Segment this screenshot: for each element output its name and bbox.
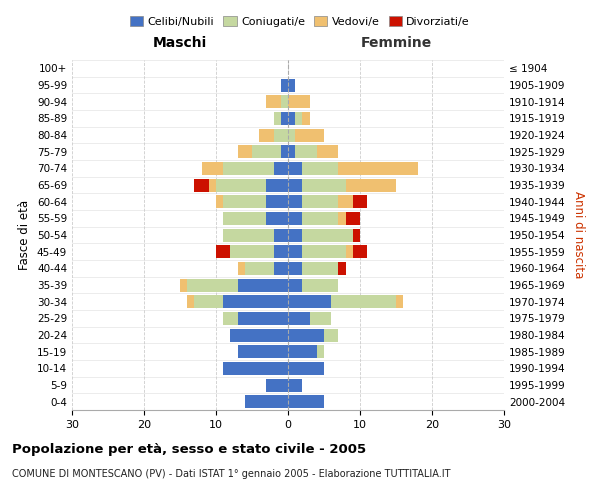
Bar — [238, 262, 245, 275]
Bar — [346, 178, 396, 192]
Bar — [180, 278, 187, 291]
Bar — [302, 178, 346, 192]
Bar — [259, 128, 274, 141]
Bar — [202, 162, 223, 175]
Bar — [288, 378, 302, 392]
Text: Popolazione per età, sesso e stato civile - 2005: Popolazione per età, sesso e stato civil… — [12, 442, 366, 456]
Bar — [274, 162, 288, 175]
Bar — [302, 262, 338, 275]
Bar — [302, 228, 353, 241]
Text: COMUNE DI MONTESCANO (PV) - Dati ISTAT 1° gennaio 2005 - Elaborazione TUTTITALIA: COMUNE DI MONTESCANO (PV) - Dati ISTAT 1… — [12, 469, 451, 479]
Bar — [338, 212, 346, 225]
Text: Femmine: Femmine — [361, 36, 431, 50]
Bar — [346, 212, 360, 225]
Bar — [353, 195, 367, 208]
Bar — [302, 162, 338, 175]
Bar — [288, 78, 295, 92]
Bar — [288, 95, 310, 108]
Bar — [302, 112, 310, 125]
Y-axis label: Anni di nascita: Anni di nascita — [572, 192, 585, 278]
Bar — [288, 278, 302, 291]
Bar — [216, 245, 230, 258]
Bar — [266, 212, 288, 225]
Bar — [187, 278, 238, 291]
Bar — [338, 195, 353, 208]
Bar — [288, 245, 302, 258]
Bar — [281, 95, 288, 108]
Bar — [288, 228, 302, 241]
Bar — [274, 228, 288, 241]
Bar — [266, 95, 281, 108]
Bar — [223, 312, 238, 325]
Bar — [338, 162, 418, 175]
Bar — [194, 178, 209, 192]
Bar — [346, 245, 353, 258]
Bar — [230, 245, 274, 258]
Bar — [230, 328, 288, 342]
Bar — [317, 345, 324, 358]
Bar — [194, 295, 223, 308]
Bar — [288, 112, 295, 125]
Legend: Celibi/Nubili, Coniugati/e, Vedovi/e, Divorziati/e: Celibi/Nubili, Coniugati/e, Vedovi/e, Di… — [127, 13, 473, 30]
Bar — [288, 312, 310, 325]
Bar — [252, 145, 281, 158]
Bar — [317, 145, 338, 158]
Bar — [266, 195, 288, 208]
Bar — [223, 362, 288, 375]
Bar — [223, 295, 288, 308]
Bar — [331, 295, 396, 308]
Bar — [295, 112, 302, 125]
Bar — [266, 178, 288, 192]
Bar — [216, 195, 223, 208]
Bar — [288, 395, 324, 408]
Bar — [288, 295, 331, 308]
Bar — [209, 178, 216, 192]
Text: Maschi: Maschi — [153, 36, 207, 50]
Bar — [302, 195, 338, 208]
Bar — [281, 78, 288, 92]
Bar — [353, 245, 367, 258]
Bar — [274, 245, 288, 258]
Bar — [396, 295, 403, 308]
Bar — [288, 362, 324, 375]
Bar — [310, 312, 331, 325]
Bar — [245, 262, 274, 275]
Bar — [353, 228, 360, 241]
Bar — [238, 312, 288, 325]
Bar — [295, 128, 324, 141]
Bar — [302, 212, 338, 225]
Bar — [274, 112, 281, 125]
Bar — [223, 212, 266, 225]
Bar — [281, 112, 288, 125]
Bar — [238, 278, 288, 291]
Bar — [266, 378, 288, 392]
Bar — [288, 178, 302, 192]
Bar — [338, 262, 346, 275]
Bar — [288, 212, 302, 225]
Bar — [288, 162, 302, 175]
Bar — [288, 145, 295, 158]
Y-axis label: Fasce di età: Fasce di età — [19, 200, 31, 270]
Bar — [288, 262, 302, 275]
Bar — [324, 328, 338, 342]
Bar — [281, 145, 288, 158]
Bar — [288, 195, 302, 208]
Bar — [245, 395, 288, 408]
Bar — [288, 345, 317, 358]
Bar — [223, 195, 266, 208]
Bar — [288, 328, 324, 342]
Bar — [223, 162, 274, 175]
Bar — [238, 145, 252, 158]
Bar — [187, 295, 194, 308]
Bar — [274, 262, 288, 275]
Bar — [302, 278, 338, 291]
Bar — [223, 228, 274, 241]
Bar — [274, 128, 288, 141]
Bar — [295, 145, 317, 158]
Bar — [216, 178, 266, 192]
Bar — [288, 128, 295, 141]
Bar — [302, 245, 346, 258]
Bar — [238, 345, 288, 358]
